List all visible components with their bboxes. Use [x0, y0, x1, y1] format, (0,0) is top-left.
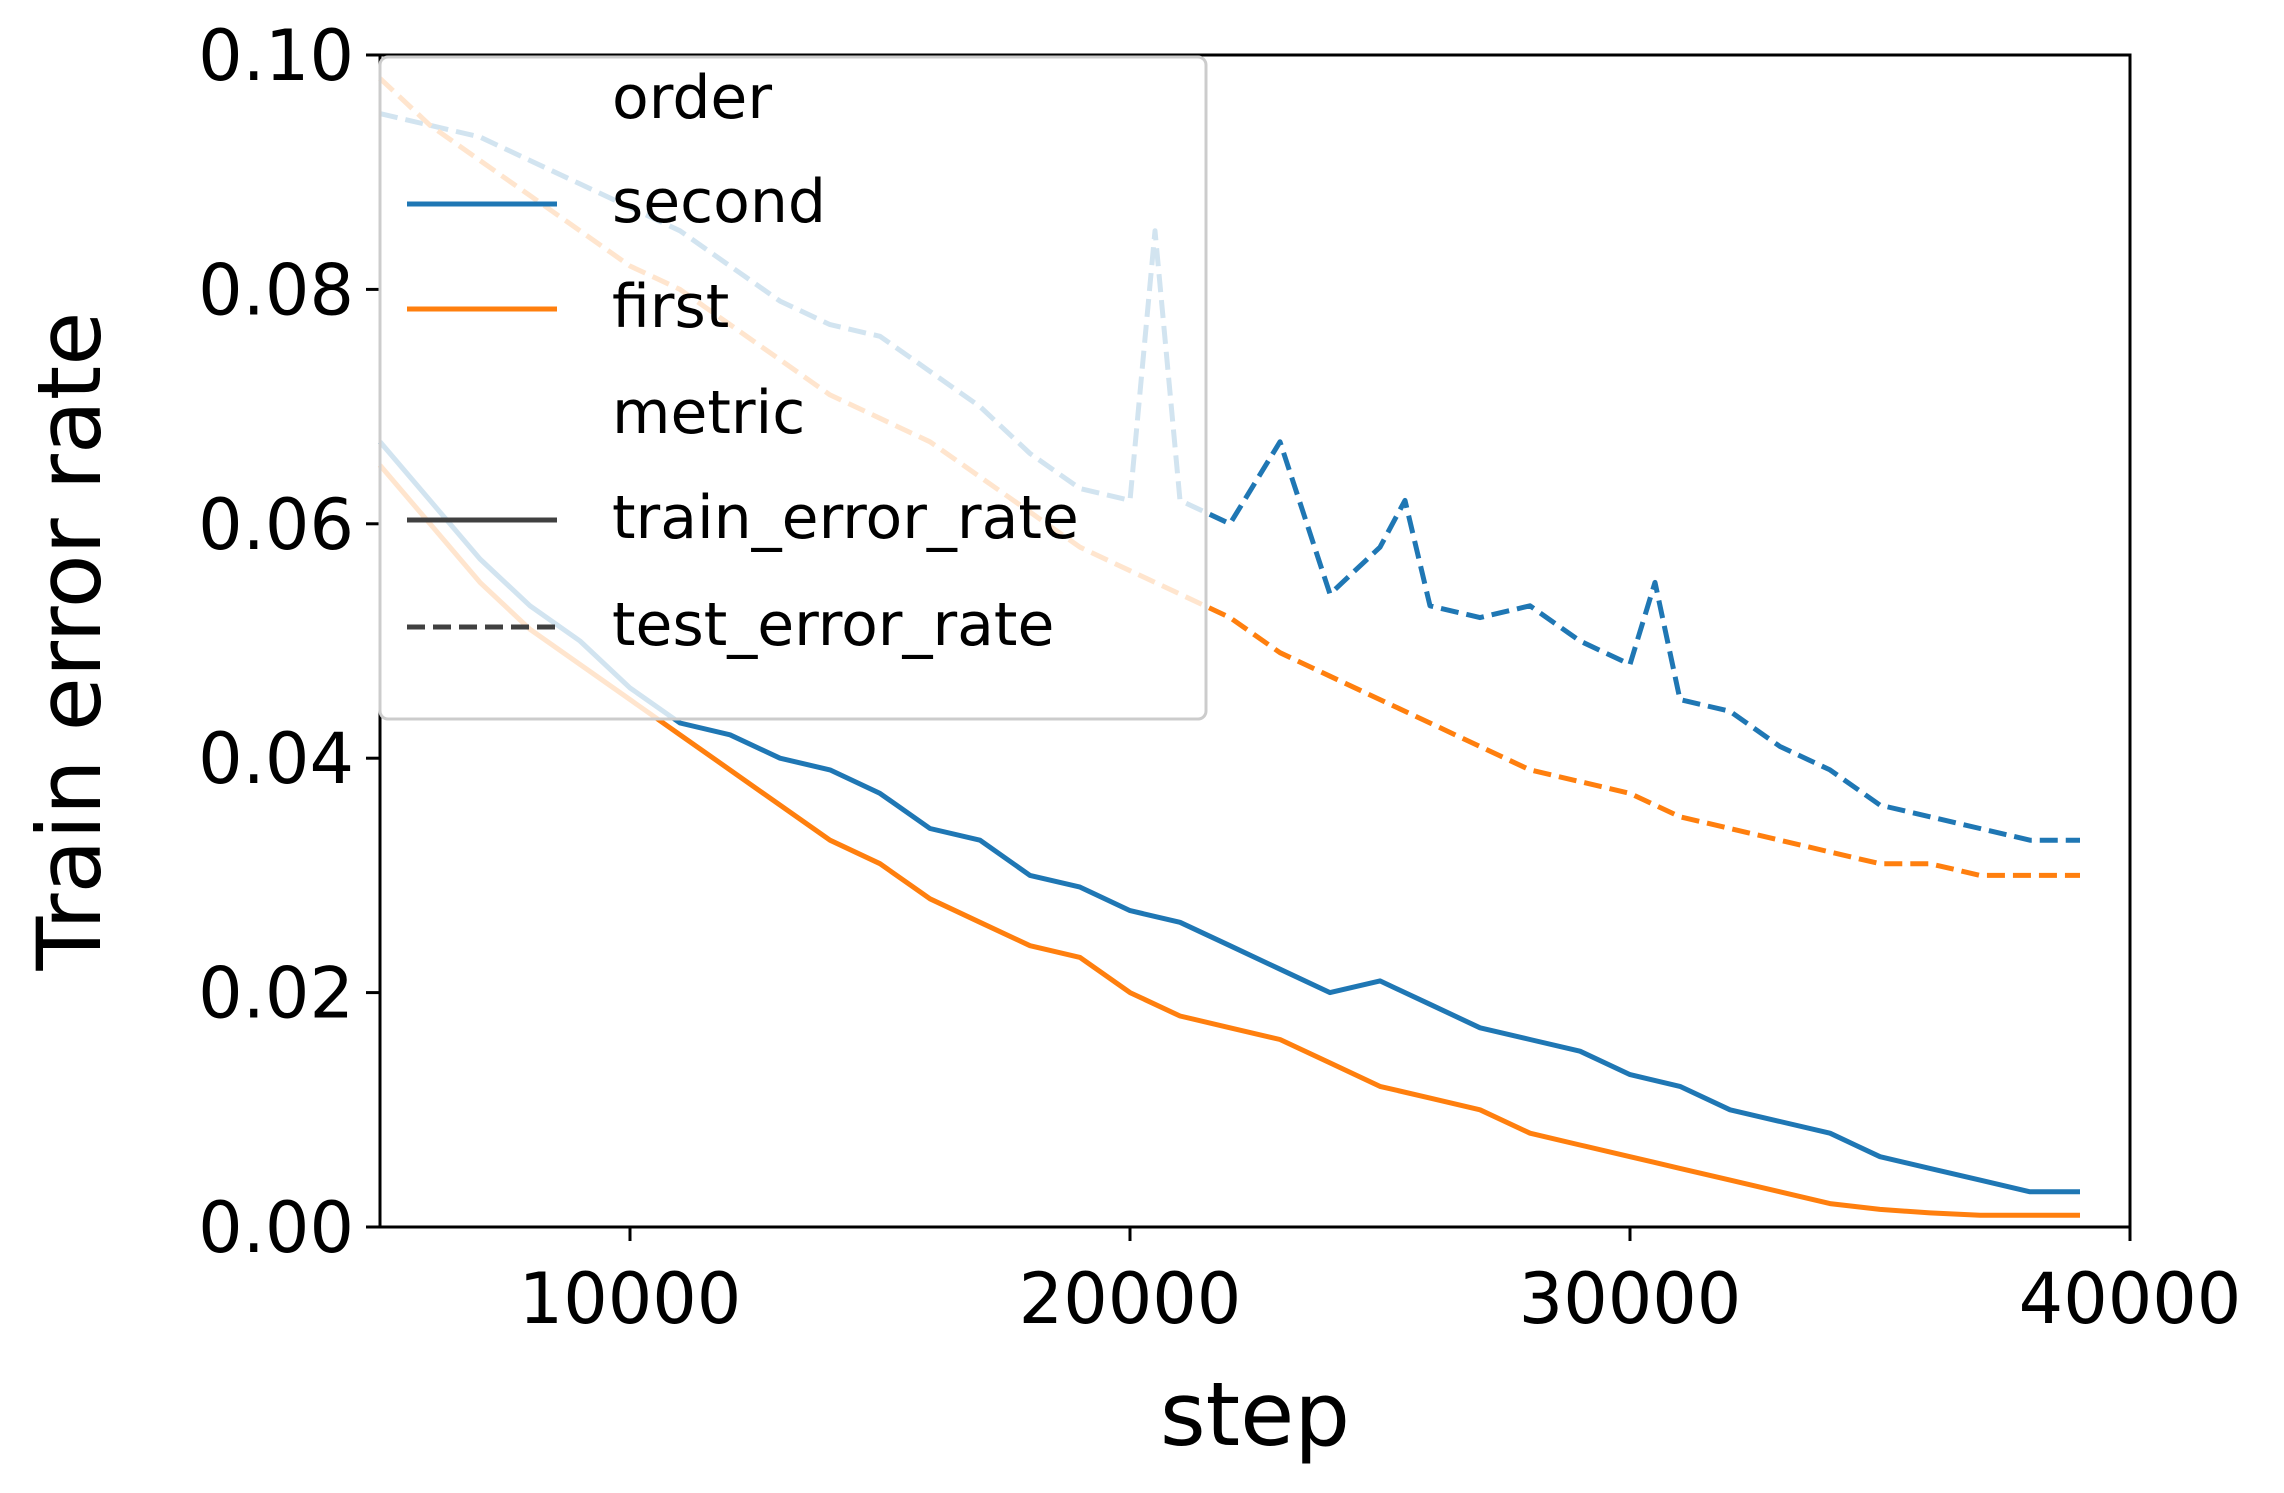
legend-label-order: order [612, 63, 772, 133]
x-tick-label: 40000 [2019, 1258, 2242, 1340]
legend-entries: order second first metric train_error_ratete… [407, 63, 1079, 660]
x-tick-label: 10000 [519, 1258, 742, 1340]
legend-label-test_error_rate: test_error_rate [612, 590, 1054, 660]
legend-label-train_error_rate: train_error_rate [612, 483, 1079, 553]
y-axis-ticks: 0.00 0.02 0.04 0.06 0.08 0.10 [198, 15, 380, 1269]
y-tick-label: 0.04 [198, 718, 354, 800]
y-tick-label: 0.10 [198, 15, 354, 97]
y-axis-label: Train error rate [18, 312, 121, 972]
y-tick-label: 0.08 [198, 249, 354, 331]
legend-box [378, 55, 1208, 721]
y-tick-label: 0.02 [198, 953, 354, 1035]
y-tick-label: 0.06 [198, 484, 354, 566]
legend-label-second: second [612, 167, 826, 237]
legend-label-first: first [612, 272, 729, 342]
legend: order second first metric train_error_ratete… [378, 55, 1208, 721]
legend-label-metric: metric [612, 378, 805, 448]
x-axis-label: step [1160, 1363, 1350, 1466]
x-tick-label: 30000 [1519, 1258, 1742, 1340]
x-axis-ticks: 10000 20000 30000 40000 [519, 1227, 2242, 1340]
series-line-first-train_error_rate [378, 463, 2080, 1218]
x-tick-label: 20000 [1019, 1258, 1242, 1340]
y-tick-label: 0.00 [198, 1187, 354, 1269]
